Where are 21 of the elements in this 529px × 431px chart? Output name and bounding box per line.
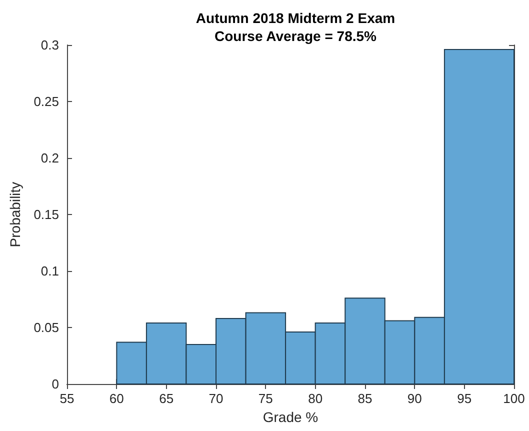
x-tick-label: 70: [208, 391, 224, 406]
x-tick-label: 55: [60, 391, 74, 406]
x-tick-label: 100: [503, 391, 525, 406]
y-tick-label: 0.25: [34, 94, 59, 109]
x-tick-label: 95: [457, 391, 472, 406]
x-tick-label: 80: [308, 391, 323, 406]
x-tick-label: 75: [258, 391, 273, 406]
y-tick-label: 0: [52, 376, 59, 392]
y-axis-title: Probability: [7, 182, 23, 248]
x-tick-label: 85: [358, 391, 372, 406]
y-tick-label: 0.2: [40, 150, 59, 166]
chart-title: Autumn 2018 Midterm 2 Exam: [196, 10, 396, 26]
x-tick-label: 65: [159, 391, 174, 406]
x-axis-title: Grade %: [262, 409, 318, 425]
y-tick-label: 0.1: [40, 264, 59, 278]
y-tick-label: 0.15: [34, 207, 59, 222]
y-tick-label: 0.3: [40, 38, 59, 52]
x-tick-label: 90: [407, 391, 422, 406]
x-tick-label: 60: [109, 391, 124, 406]
y-tick-label: 0.05: [34, 320, 59, 335]
chart-subtitle: Course Average = 78.5%: [214, 28, 378, 44]
